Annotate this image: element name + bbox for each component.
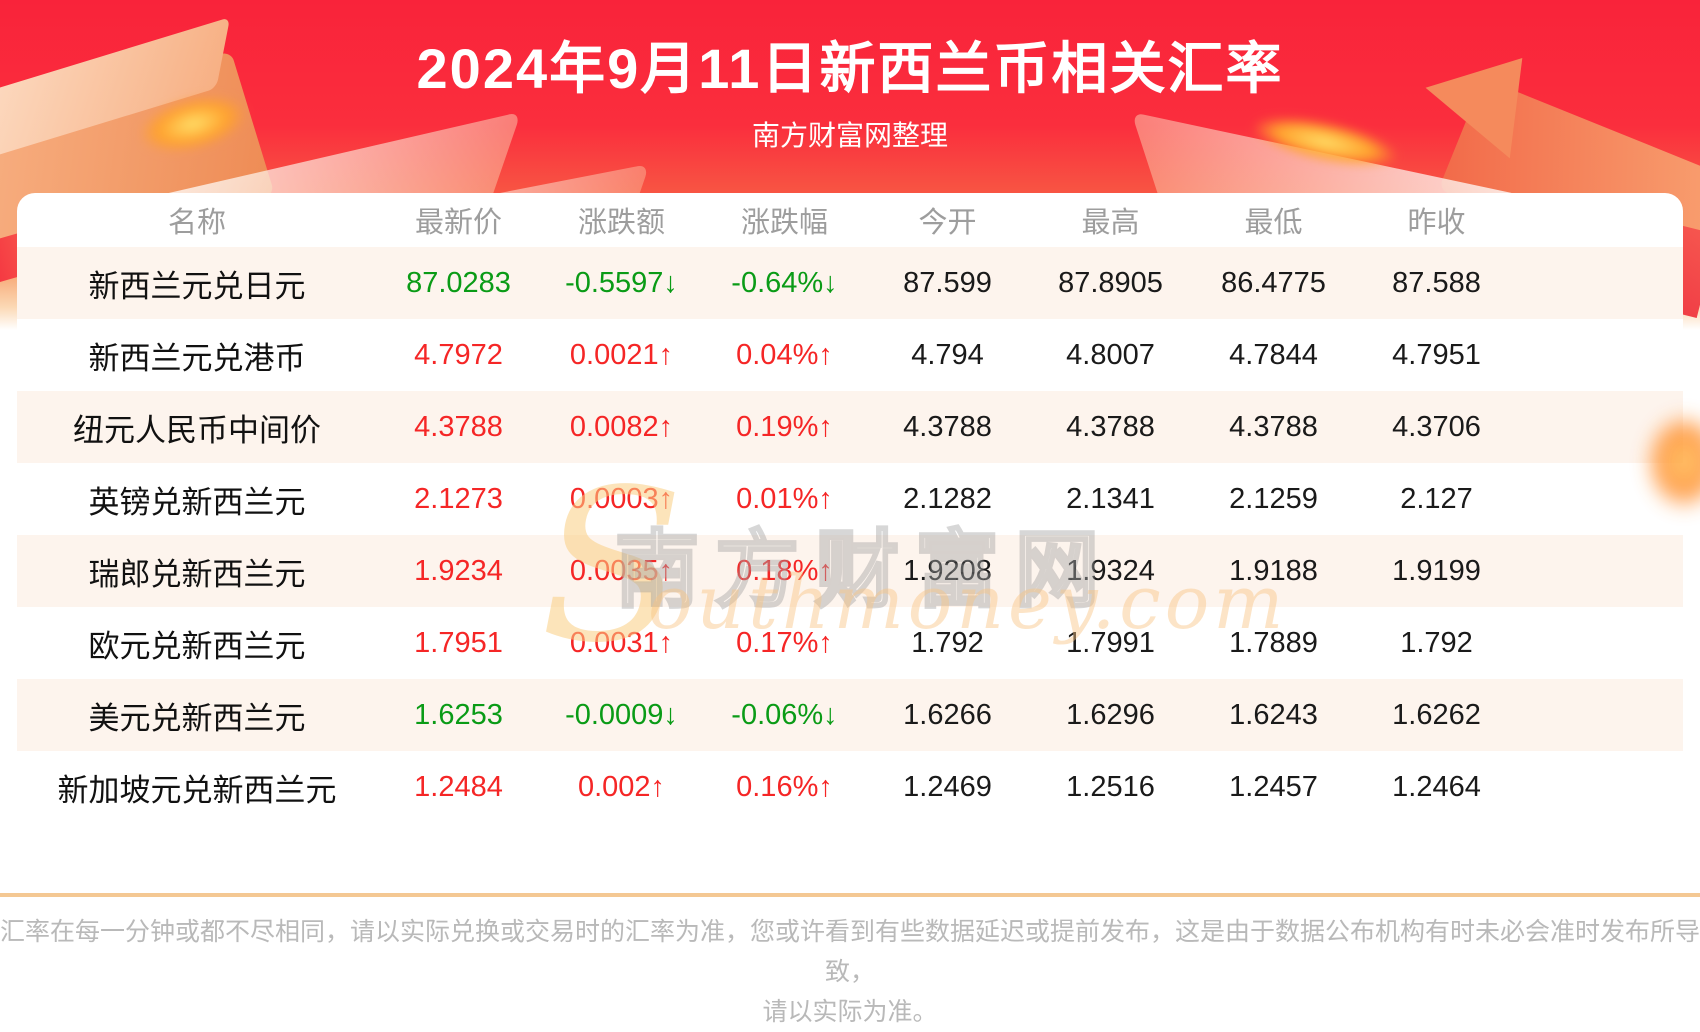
latest-price: 4.7972 [414, 338, 503, 371]
currency-pair-name: 欧元兑新西兰元 [88, 628, 306, 664]
change-amount: 0.0082↑ [569, 410, 674, 443]
high-price: 4.3788 [1066, 410, 1155, 443]
table-row: 新西兰元兑港币 4.7972 0.0021↑ 0.04%↑ 4.794 4.80… [17, 319, 1683, 391]
change-amount: 0.0003↑ [569, 482, 674, 515]
exchange-rates-table: 名称 最新价 涨跌额 涨跌幅 今开 最高 最低 昨收 新西兰元兑日元 87.02… [17, 193, 1683, 823]
table-row: 欧元兑新西兰元 1.7951 0.0031↑ 0.17%↑ 1.792 1.79… [17, 607, 1683, 679]
prev-close-price: 1.2464 [1392, 770, 1481, 803]
page-subtitle: 南方财富网整理 [751, 120, 948, 151]
footer-disclaimer-line1: 汇率在每一分钟或都不尽相同，请以实际兑换或交易时的汇率为准，您或许看到有些数据延… [0, 918, 1700, 986]
open-price: 1.9208 [903, 554, 992, 587]
currency-pair-name: 纽元人民币中间价 [73, 412, 321, 448]
low-price: 4.3788 [1229, 410, 1318, 443]
low-price: 1.2457 [1229, 770, 1318, 803]
low-price: 1.6243 [1229, 698, 1318, 731]
latest-price: 1.9234 [414, 554, 503, 587]
column-header-change: 涨跌额 [577, 207, 665, 239]
currency-pair-name: 新西兰元兑日元 [88, 268, 306, 304]
latest-price: 1.6253 [414, 698, 503, 731]
open-price: 4.794 [911, 338, 984, 371]
low-price: 2.1259 [1229, 482, 1318, 515]
latest-price: 1.2484 [414, 770, 503, 803]
change-amount: 0.0021↑ [569, 338, 674, 371]
orange-glow-decoration-right-edge [1644, 412, 1700, 512]
open-price: 1.6266 [903, 698, 992, 731]
prev-close-price: 2.127 [1400, 482, 1473, 515]
currency-pair-name: 美元兑新西兰元 [88, 700, 306, 736]
high-price: 4.8007 [1066, 338, 1155, 371]
open-price: 4.3788 [903, 410, 992, 443]
column-header-open: 今开 [918, 207, 977, 239]
table-header-row: 名称 最新价 涨跌额 涨跌幅 今开 最高 最低 昨收 [17, 193, 1683, 247]
column-header-high: 最高 [1081, 207, 1140, 239]
column-header-name: 名称 [167, 207, 226, 239]
column-header-change-pct: 涨跌幅 [740, 207, 828, 239]
change-amount: 0.0031↑ [569, 626, 674, 659]
change-amount: 0.002↑ [577, 770, 666, 803]
table-row: 瑞郎兑新西兰元 1.9234 0.0035↑ 0.18%↑ 1.9208 1.9… [17, 535, 1683, 607]
change-percent: 0.16%↑ [736, 770, 833, 803]
prev-close-price: 4.3706 [1392, 410, 1481, 443]
column-header-latest: 最新价 [414, 207, 502, 239]
table-row: 英镑兑新西兰元 2.1273 0.0003↑ 0.01%↑ 2.1282 2.1… [17, 463, 1683, 535]
low-price: 86.4775 [1221, 266, 1326, 299]
change-percent: 0.17%↑ [736, 626, 833, 659]
change-amount: -0.5597↓ [565, 266, 678, 299]
change-amount: -0.0009↓ [565, 698, 678, 731]
open-price: 2.1282 [903, 482, 992, 515]
footer-disclaimer-line2: 请以实际为准。 [762, 998, 938, 1026]
latest-price: 4.3788 [414, 410, 503, 443]
change-percent: -0.06%↓ [731, 698, 838, 731]
currency-pair-name: 英镑兑新西兰元 [88, 484, 306, 520]
change-amount: 0.0035↑ [569, 554, 674, 587]
change-percent: 0.18%↑ [736, 554, 833, 587]
change-percent: 0.01%↑ [736, 482, 833, 515]
high-price: 1.2516 [1066, 770, 1155, 803]
low-price: 1.9188 [1229, 554, 1318, 587]
high-price: 1.6296 [1066, 698, 1155, 731]
footer-disclaimer: 汇率在每一分钟或都不尽相同，请以实际兑换或交易时的汇率为准，您或许看到有些数据延… [0, 912, 1700, 1032]
latest-price: 87.0283 [406, 266, 511, 299]
prev-close-price: 4.7951 [1392, 338, 1481, 371]
table-row: 新加坡元兑新西兰元 1.2484 0.002↑ 0.16%↑ 1.2469 1.… [17, 751, 1683, 823]
high-price: 1.9324 [1066, 554, 1155, 587]
table-row: 美元兑新西兰元 1.6253 -0.0009↓ -0.06%↓ 1.6266 1… [17, 679, 1683, 751]
open-price: 1.2469 [903, 770, 992, 803]
change-percent: 0.04%↑ [736, 338, 833, 371]
high-price: 2.1341 [1066, 482, 1155, 515]
prev-close-price: 1.9199 [1392, 554, 1481, 587]
change-percent: 0.19%↑ [736, 410, 833, 443]
high-price: 87.8905 [1058, 266, 1163, 299]
prev-close-price: 87.588 [1392, 266, 1481, 299]
prev-close-price: 1.6262 [1392, 698, 1481, 731]
low-price: 4.7844 [1229, 338, 1318, 371]
change-percent: -0.64%↓ [731, 266, 838, 299]
currency-pair-name: 新加坡元兑新西兰元 [57, 772, 337, 808]
column-header-prev-close: 昨收 [1407, 207, 1466, 239]
low-price: 1.7889 [1229, 626, 1318, 659]
prev-close-price: 1.792 [1400, 626, 1473, 659]
open-price: 1.792 [911, 626, 984, 659]
currency-pair-name: 瑞郎兑新西兰元 [88, 556, 306, 592]
page-title: 2024年9月11日新西兰币相关汇率 [416, 37, 1284, 100]
latest-price: 1.7951 [414, 626, 503, 659]
high-price: 1.7991 [1066, 626, 1155, 659]
table-row: 纽元人民币中间价 4.3788 0.0082↑ 0.19%↑ 4.3788 4.… [17, 391, 1683, 463]
table-row: 新西兰元兑日元 87.0283 -0.5597↓ -0.64%↓ 87.599 … [17, 247, 1683, 319]
latest-price: 2.1273 [414, 482, 503, 515]
open-price: 87.599 [903, 266, 992, 299]
currency-pair-name: 新西兰元兑港币 [88, 340, 306, 376]
column-header-low: 最低 [1244, 207, 1303, 239]
footer-divider [0, 893, 1700, 897]
